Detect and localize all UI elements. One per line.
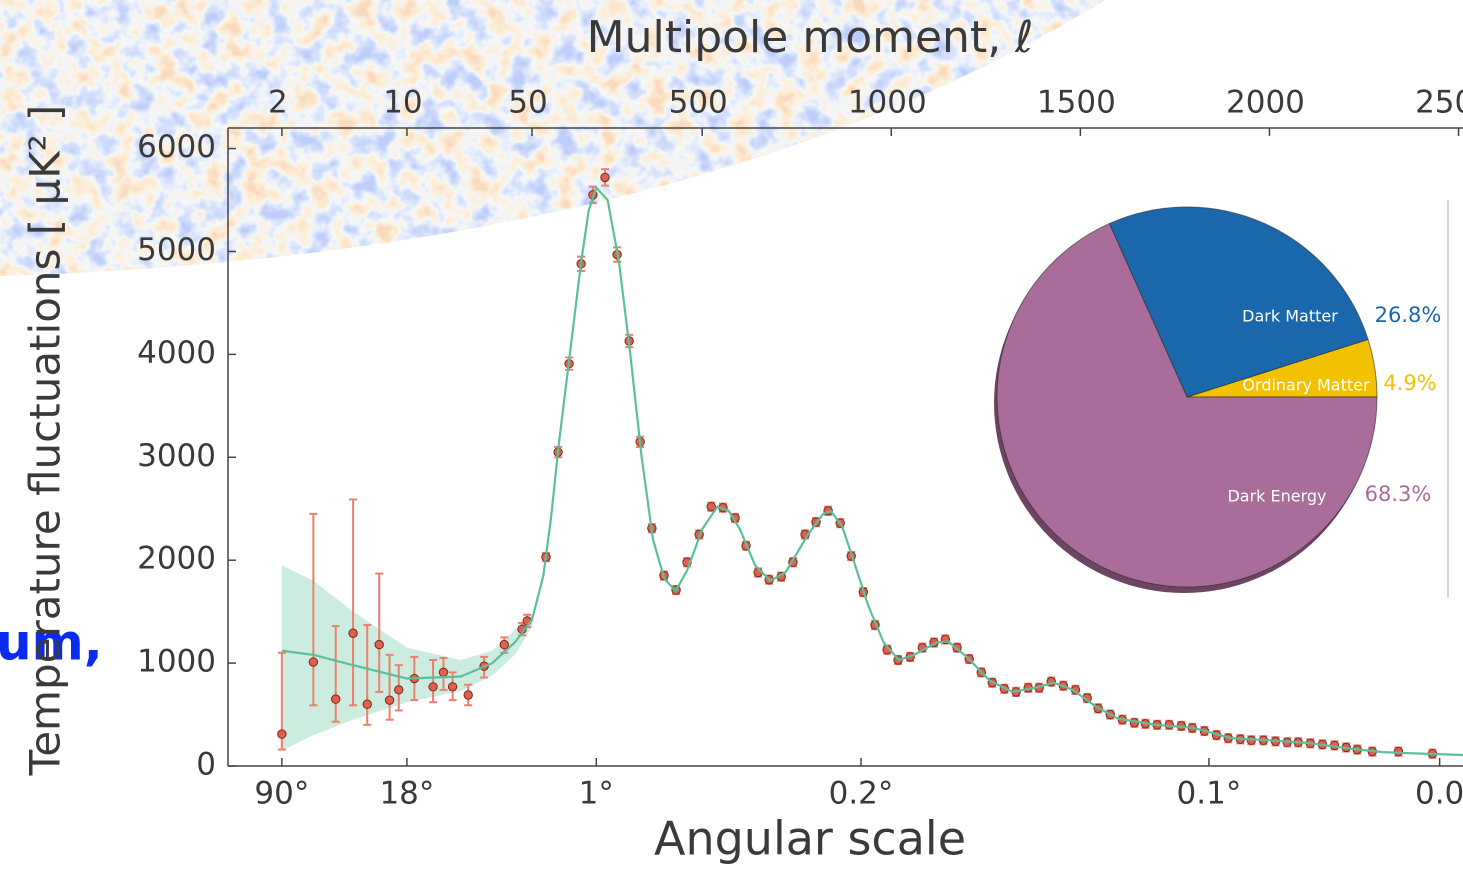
y-tick-label: 1000 bbox=[137, 644, 216, 680]
y-axis-title: Temperature fluctuations [ μK² ] bbox=[21, 105, 70, 777]
data-point bbox=[331, 694, 341, 704]
pie-label: Dark Matter bbox=[1242, 307, 1338, 326]
x2-tick-label: 1500 bbox=[1037, 85, 1116, 121]
pie-slice bbox=[996, 222, 1378, 588]
model-line bbox=[281, 185, 1463, 757]
x2-axis-title: Multipole moment, ℓ bbox=[587, 12, 1034, 63]
pie-value-label: 26.8% bbox=[1375, 303, 1442, 327]
data-point bbox=[447, 682, 458, 692]
data-point bbox=[384, 695, 395, 705]
data-point bbox=[394, 685, 404, 695]
pie-value-label: 4.9% bbox=[1383, 371, 1436, 395]
x-tick-label: 18° bbox=[379, 776, 434, 812]
y-tick-label: 0 bbox=[196, 747, 216, 783]
data-point bbox=[499, 639, 509, 650]
error-bar bbox=[349, 498, 358, 707]
error-bar bbox=[309, 512, 318, 707]
error-bar bbox=[331, 625, 340, 723]
data-point bbox=[438, 667, 449, 678]
model-band bbox=[281, 565, 532, 751]
data-point bbox=[428, 682, 438, 692]
x2-tick-label: 1000 bbox=[848, 85, 927, 121]
pie-label: Dark Energy bbox=[1227, 487, 1326, 506]
annotation: um, bbox=[0, 614, 103, 672]
data-point bbox=[308, 657, 319, 667]
data-point bbox=[348, 628, 358, 638]
data-point bbox=[277, 729, 287, 739]
axes bbox=[227, 127, 1463, 767]
y-tick-label: 4000 bbox=[137, 335, 216, 371]
pie-slice bbox=[1108, 206, 1369, 398]
x2-tick-label: 2500 bbox=[1415, 85, 1463, 121]
pie: Ordinary Matter 4.9% Dark Matter 26.8% Dark … bbox=[994, 206, 1442, 593]
data-point bbox=[706, 501, 716, 512]
y-tick-label: 5000 bbox=[137, 232, 216, 268]
error-bar bbox=[429, 659, 438, 704]
x-tick-label: 0.2° bbox=[829, 776, 894, 812]
x2-tick-label: 2000 bbox=[1226, 85, 1305, 121]
pie-label: Ordinary Matter bbox=[1242, 376, 1370, 395]
x-tick-label: 0.0 bbox=[1415, 776, 1463, 812]
pie-value-label: 68.3% bbox=[1365, 482, 1432, 506]
x2-tick-label: 50 bbox=[508, 85, 547, 121]
x-tick-label: 0.1° bbox=[1177, 776, 1242, 812]
data-point bbox=[362, 699, 372, 709]
data-point bbox=[374, 639, 384, 650]
x-tick-label: 1° bbox=[579, 776, 614, 812]
plot-area bbox=[277, 168, 1463, 759]
error-bar bbox=[385, 653, 394, 721]
x2-tick-label: 500 bbox=[669, 85, 728, 121]
y-tick-label: 3000 bbox=[137, 438, 216, 474]
data-point bbox=[463, 690, 473, 700]
x-tick-label: 90° bbox=[254, 776, 309, 812]
x-axis-title: Angular scale bbox=[654, 812, 966, 866]
x2-tick-label: 2 bbox=[268, 85, 288, 121]
x2-tick-label: 10 bbox=[383, 85, 422, 121]
data-point bbox=[600, 172, 610, 183]
y-tick-label: 6000 bbox=[137, 129, 216, 165]
y-tick-label: 2000 bbox=[137, 541, 216, 577]
